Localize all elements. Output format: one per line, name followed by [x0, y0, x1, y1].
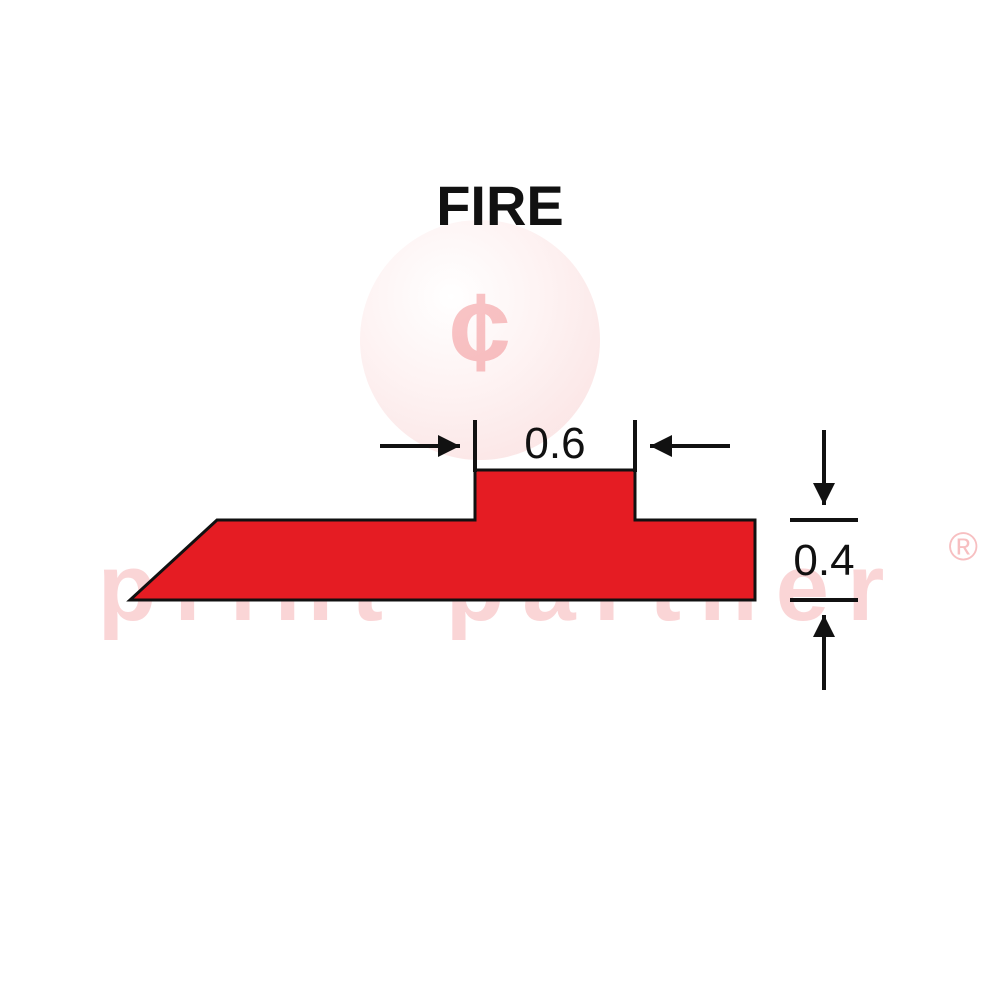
height-dimension: 0.4	[790, 430, 858, 690]
width-value: 0.6	[524, 419, 585, 468]
diagram-title: FIRE	[436, 174, 564, 237]
svg-text:®: ®	[949, 525, 978, 569]
height-value: 0.4	[793, 536, 854, 585]
svg-text:¢: ¢	[449, 271, 510, 394]
profile-shape	[130, 470, 755, 600]
diagram-canvas: ¢ print partner ® FIRE 0.6 0.4	[0, 0, 1000, 1000]
